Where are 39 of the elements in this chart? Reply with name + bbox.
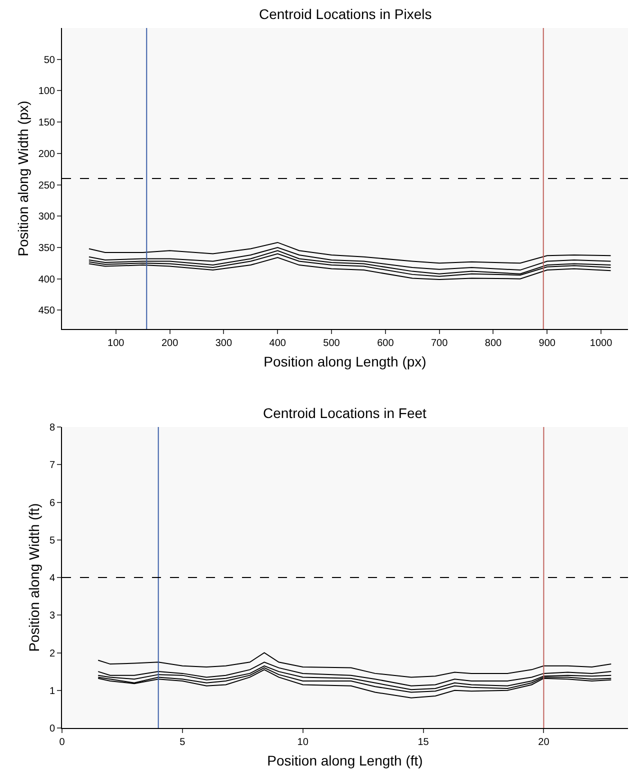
y-tick-label: 450 <box>38 306 56 317</box>
y-tick-label: 250 <box>38 180 56 192</box>
x-axis-title: Position along Length (px) <box>264 353 426 370</box>
y-axis-title: Position along Width (px) <box>14 100 31 256</box>
y-tick-label: 50 <box>44 54 56 66</box>
chart-title: Centroid Locations in Feet <box>263 405 427 421</box>
y-tick-label: 4 <box>49 573 56 584</box>
x-tick-label: 10 <box>297 737 309 748</box>
x-tick-label: 5 <box>180 737 186 748</box>
x-tick-label: 100 <box>108 338 125 349</box>
x-tick-label: 20 <box>538 737 550 748</box>
y-tick-label: 100 <box>38 86 56 98</box>
y-tick-label: 7 <box>49 460 56 472</box>
y-tick-label: 5 <box>49 535 56 546</box>
y-tick-label: 2 <box>49 648 56 660</box>
y-tick-label: 400 <box>38 274 56 286</box>
y-tick-label: 6 <box>49 498 56 509</box>
x-tick-label: 800 <box>484 338 502 349</box>
x-tick-label: 0 <box>59 737 66 748</box>
y-tick-label: 1 <box>49 686 56 697</box>
y-tick-label: 350 <box>38 242 56 254</box>
x-tick-label: 15 <box>418 737 430 748</box>
x-tick-label: 400 <box>269 338 286 349</box>
x-tick-label: 300 <box>215 338 232 349</box>
x-tick-label: 200 <box>161 338 179 349</box>
y-tick-label: 300 <box>38 212 56 223</box>
y-tick-label: 150 <box>38 118 56 129</box>
x-tick-label: 500 <box>323 338 340 349</box>
y-tick-label: 8 <box>49 422 56 434</box>
y-axis-title: Position along Width (ft) <box>26 503 42 652</box>
chart-title: Centroid Locations in Pixels <box>259 6 432 22</box>
x-axis-title: Position along Length (ft) <box>267 752 423 768</box>
x-tick-label: 900 <box>538 338 556 349</box>
y-tick-label: 3 <box>49 610 56 622</box>
x-tick-label: 600 <box>377 338 394 349</box>
x-tick-label: 1000 <box>590 338 613 349</box>
y-tick-label: 200 <box>38 148 56 160</box>
y-tick-label: 0 <box>49 724 56 734</box>
x-tick-label: 700 <box>430 338 448 349</box>
